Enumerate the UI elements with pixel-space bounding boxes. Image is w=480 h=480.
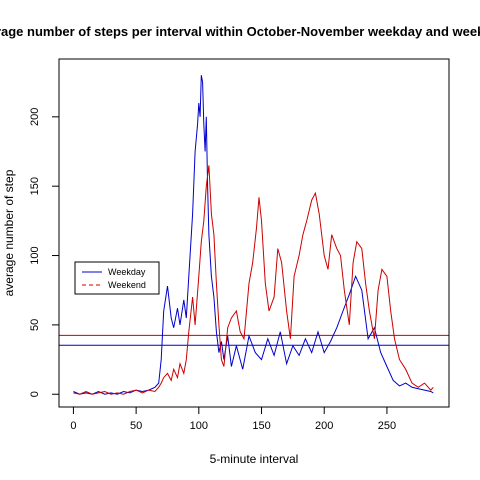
legend: Weekday Weekend — [74, 261, 160, 295]
x-tick-label: 200 — [315, 420, 333, 432]
legend-label-weekday: Weekday — [108, 267, 146, 277]
y-axis: 0 50 100 150 200 — [29, 108, 60, 397]
legend-box — [74, 261, 160, 295]
x-tick-label: 50 — [130, 420, 142, 432]
x-tick-label: 100 — [190, 420, 208, 432]
reference-lines — [59, 334, 449, 346]
x-tick-label: 150 — [252, 420, 270, 432]
x-axis: 0 50 100 150 200 250 — [70, 406, 396, 432]
x-tick-label: 250 — [378, 420, 396, 432]
legend-label-weekend: Weekend — [108, 280, 146, 290]
y-tick-label: 150 — [29, 177, 41, 195]
y-tick-label: 0 — [29, 391, 41, 397]
x-axis-label: 5-minute interval — [210, 452, 299, 466]
series-line-weekday — [73, 75, 434, 395]
y-axis-label: average number of step — [2, 169, 16, 296]
y-tick-label: 200 — [29, 108, 41, 126]
y-tick-label: 50 — [29, 319, 41, 331]
chart-title: Average number of steps per interval wit… — [0, 24, 480, 39]
series-line-weekend — [73, 165, 434, 395]
series-group — [73, 75, 434, 395]
y-tick-label: 100 — [29, 246, 41, 264]
x-tick-label: 0 — [70, 420, 76, 432]
